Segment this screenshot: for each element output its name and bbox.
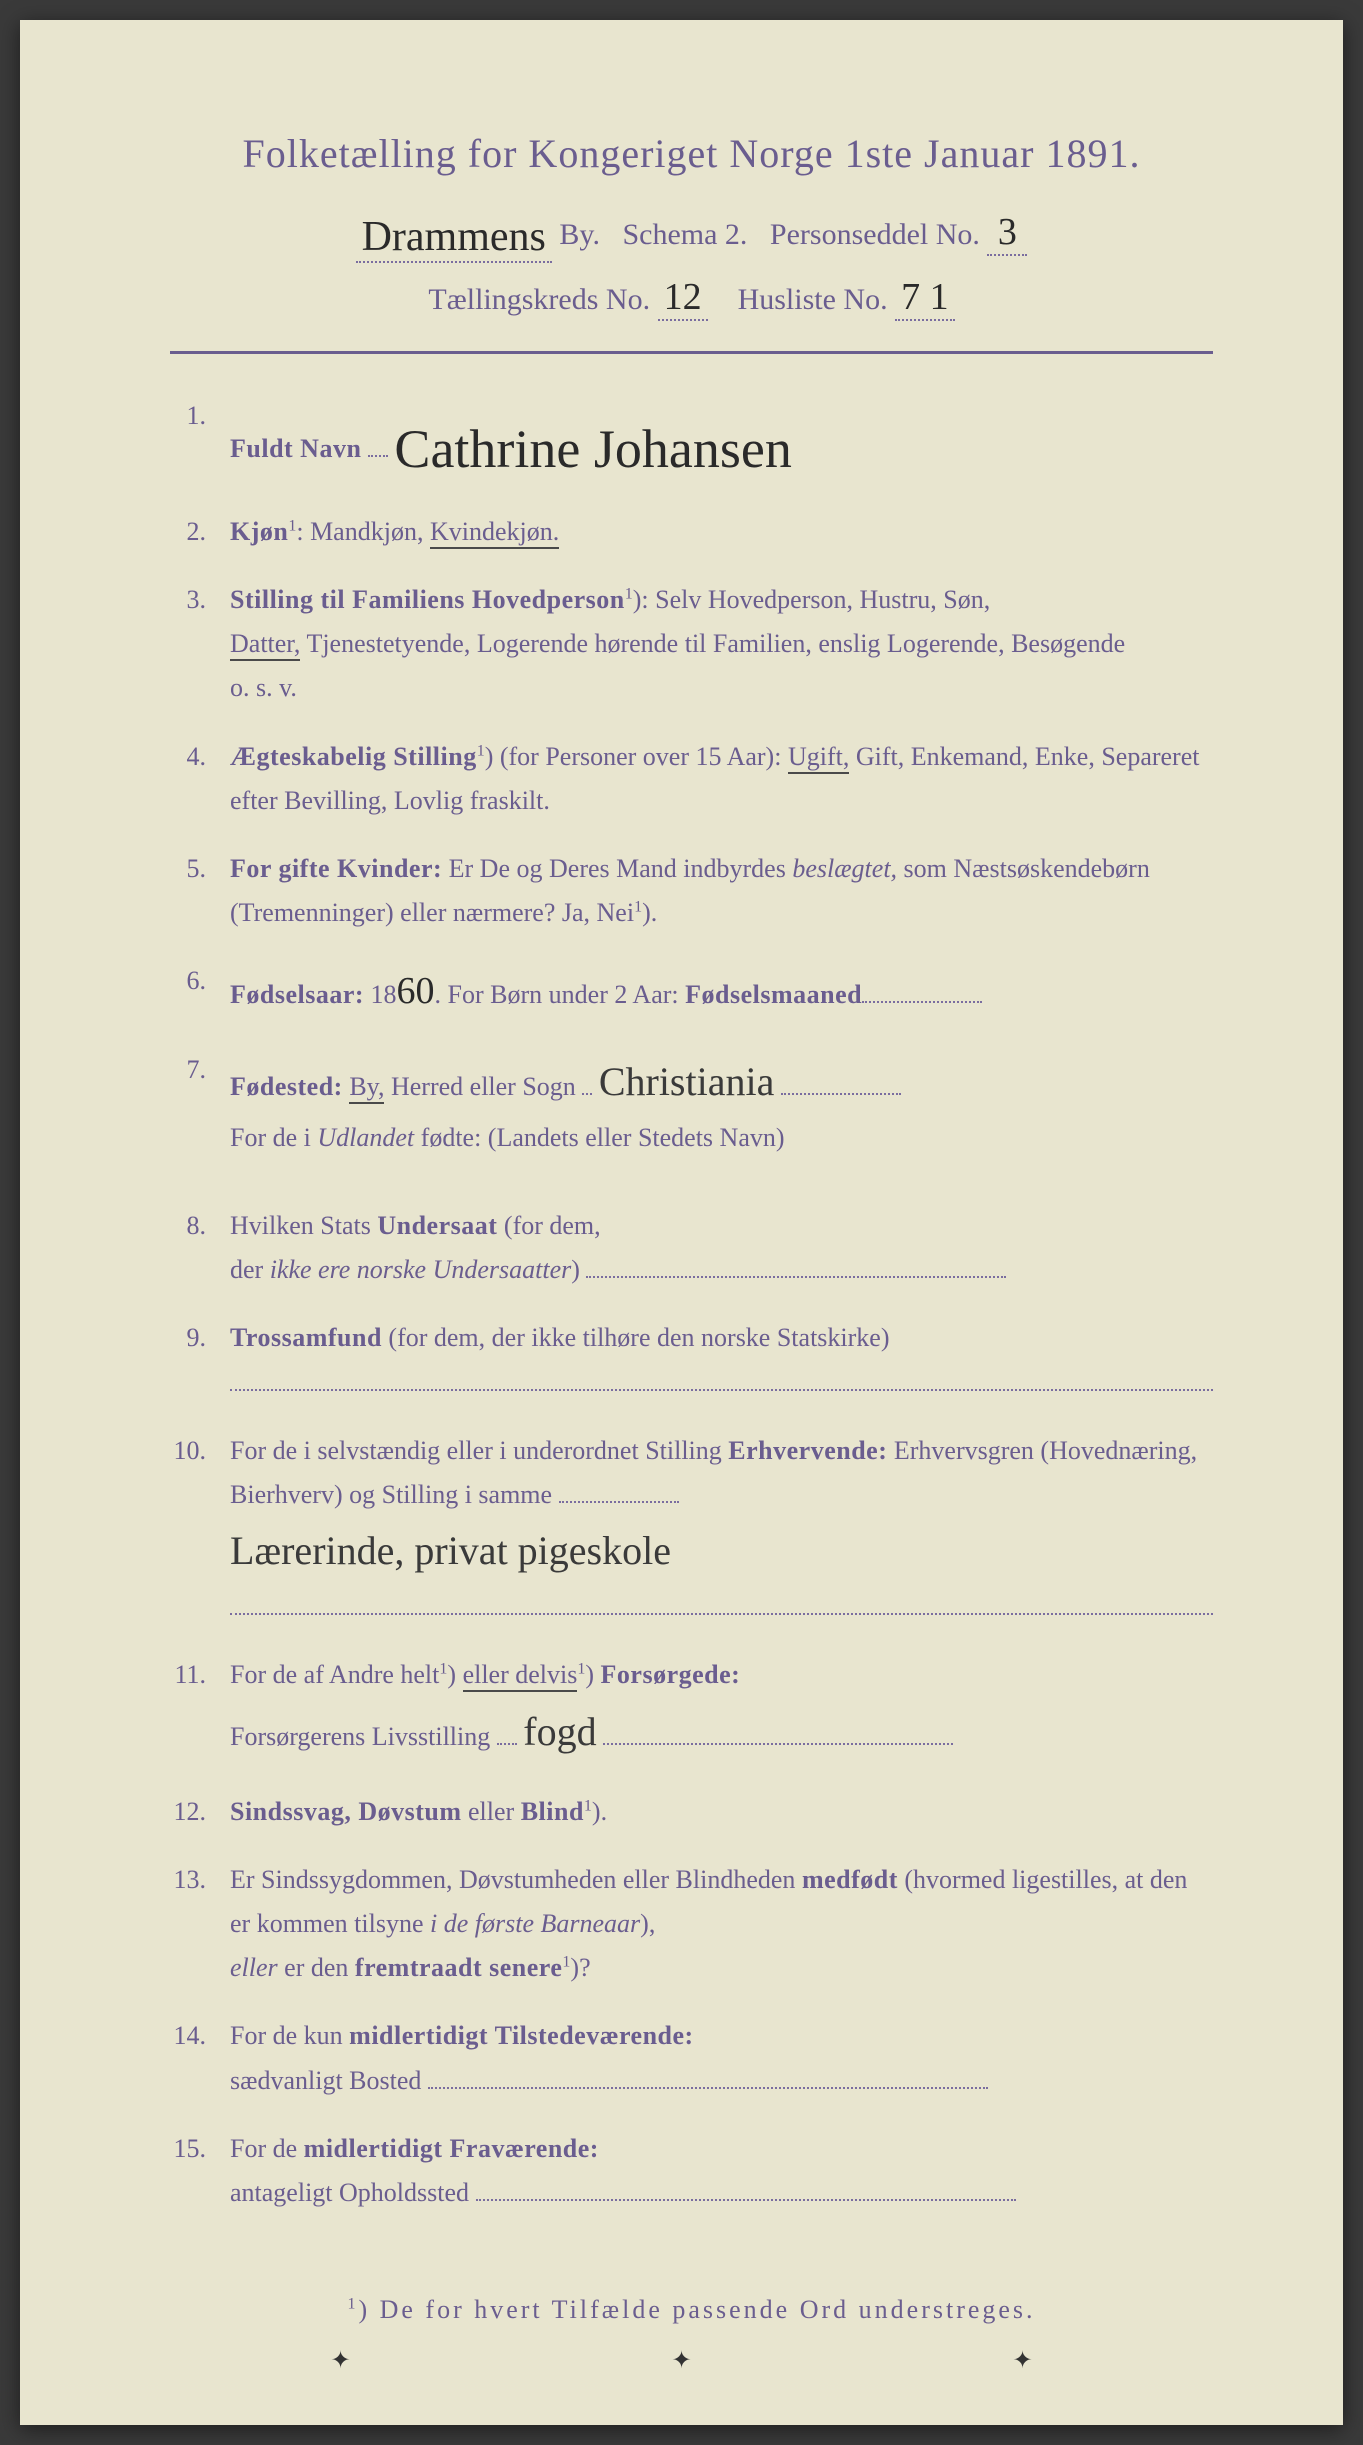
item-13: 13. Er Sindssygdommen, Døvstumheden elle… <box>170 1858 1213 1991</box>
item-3: 3. Stilling til Familiens Hovedperson1):… <box>170 578 1213 711</box>
husliste-no: 7 1 <box>895 275 955 321</box>
item-11: 11. For de af Andre helt1) eller delvis1… <box>170 1653 1213 1765</box>
item-6: 6. Fødselsaar: 1860. For Børn under 2 Aa… <box>170 959 1213 1024</box>
item-num: 8. <box>170 1204 230 1292</box>
birthplace-label: Fødested: <box>230 1072 343 1101</box>
birthplace-value: Christiania <box>599 1048 775 1116</box>
by-label: By. <box>559 218 600 251</box>
citizenship-label: Undersaat <box>377 1211 497 1240</box>
city-handwritten: Drammens <box>356 213 552 263</box>
relation-selected: Datter, <box>230 629 300 661</box>
item-4: 4. Ægteskabelig Stilling1) (for Personer… <box>170 735 1213 823</box>
sex-label: Kjøn <box>230 517 288 546</box>
footnote: 1) De for hvert Tilfælde passende Ord un… <box>170 2295 1213 2325</box>
item-num: 9. <box>170 1316 230 1404</box>
congenital-label: medfødt <box>802 1865 898 1894</box>
item-num: 10. <box>170 1429 230 1630</box>
occupation-label: Erhvervende: <box>728 1436 887 1465</box>
item-num: 6. <box>170 959 230 1024</box>
item-num: 3. <box>170 578 230 711</box>
item-14: 14. For de kun midlertidigt Tilstedevære… <box>170 2014 1213 2102</box>
temporary-absent-label: midlertidigt Fraværende: <box>304 2134 599 2163</box>
personseddel-no: 3 <box>987 210 1027 256</box>
item-5: 5. For gifte Kvinder: Er De og Deres Man… <box>170 847 1213 935</box>
item-num: 13. <box>170 1858 230 1991</box>
schema-label: Schema 2. <box>622 218 747 251</box>
footnote-text: ) De for hvert Tilfælde passende Ord und… <box>358 2295 1035 2324</box>
item-num: 15. <box>170 2127 230 2215</box>
birthplace-type: By, <box>349 1072 384 1104</box>
relation-label: Stilling til Familiens Hovedperson <box>230 585 625 614</box>
form-title: Folketælling for Kongeriget Norge 1ste J… <box>170 130 1213 177</box>
item-2: 2. Kjøn1: Mandkjøn, Kvindekjøn. <box>170 510 1213 554</box>
item-num: 4. <box>170 735 230 823</box>
dependent-label: Forsørgede: <box>601 1660 741 1689</box>
birth-month-label: Fødselsmaaned <box>685 980 862 1009</box>
item-num: 7. <box>170 1048 230 1160</box>
sex-selected: Kvindekjøn. <box>430 517 559 549</box>
item-15: 15. For de midlertidigt Fraværende: anta… <box>170 2127 1213 2215</box>
husliste-label: Husliste No. <box>738 283 888 316</box>
divider <box>170 351 1213 354</box>
item-1: 1. Fuldt Navn Cathrine Johansen <box>170 394 1213 486</box>
item-num: 5. <box>170 847 230 935</box>
item-8: 8. Hvilken Stats Undersaat (for dem, der… <box>170 1204 1213 1292</box>
married-women-label: For gifte Kvinder: <box>230 854 442 883</box>
marital-selected: Ugift, <box>788 742 849 774</box>
header-line-2: Tællingskreds No. 12 Husliste No. 7 1 <box>170 275 1213 321</box>
item-num: 12. <box>170 1790 230 1834</box>
provider-value: fogd <box>523 1698 596 1766</box>
temporary-present-label: midlertidigt Tilstedeværende: <box>349 2021 694 2050</box>
punch-marks: ✦ ✦ ✦ <box>20 2346 1343 2375</box>
tellingskreds-no: 12 <box>658 275 708 321</box>
header-line-1: Drammens By. Schema 2. Personseddel No. … <box>170 207 1213 257</box>
census-form-page: Folketælling for Kongeriget Norge 1ste J… <box>20 20 1343 2425</box>
tellingskreds-label: Tællingskreds No. <box>428 283 650 316</box>
item-10: 10. For de i selvstændig eller i underor… <box>170 1429 1213 1630</box>
item-num: 11. <box>170 1653 230 1765</box>
item-num: 1. <box>170 394 230 486</box>
disability-label: Sindssvag, Døvstum <box>230 1797 462 1826</box>
occupation-value: Lærerinde, privat pigeskole <box>230 1517 671 1585</box>
marital-label: Ægteskabelig Stilling <box>230 742 477 771</box>
full-name-value: Cathrine Johansen <box>394 419 791 479</box>
item-7: 7. Fødested: By, Herred eller Sogn Chris… <box>170 1048 1213 1160</box>
birth-year-value: 60 <box>397 970 435 1012</box>
birth-year-label: Fødselsaar: <box>230 980 364 1009</box>
item-num: 2. <box>170 510 230 554</box>
personseddel-label: Personseddel No. <box>770 218 980 251</box>
item-num: 14. <box>170 2014 230 2102</box>
item-9: 9. Trossamfund (for dem, der ikke tilhør… <box>170 1316 1213 1404</box>
item-12: 12. Sindssvag, Døvstum eller Blind1). <box>170 1790 1213 1834</box>
religion-label: Trossamfund <box>230 1323 382 1352</box>
full-name-label: Fuldt Navn <box>230 434 361 463</box>
